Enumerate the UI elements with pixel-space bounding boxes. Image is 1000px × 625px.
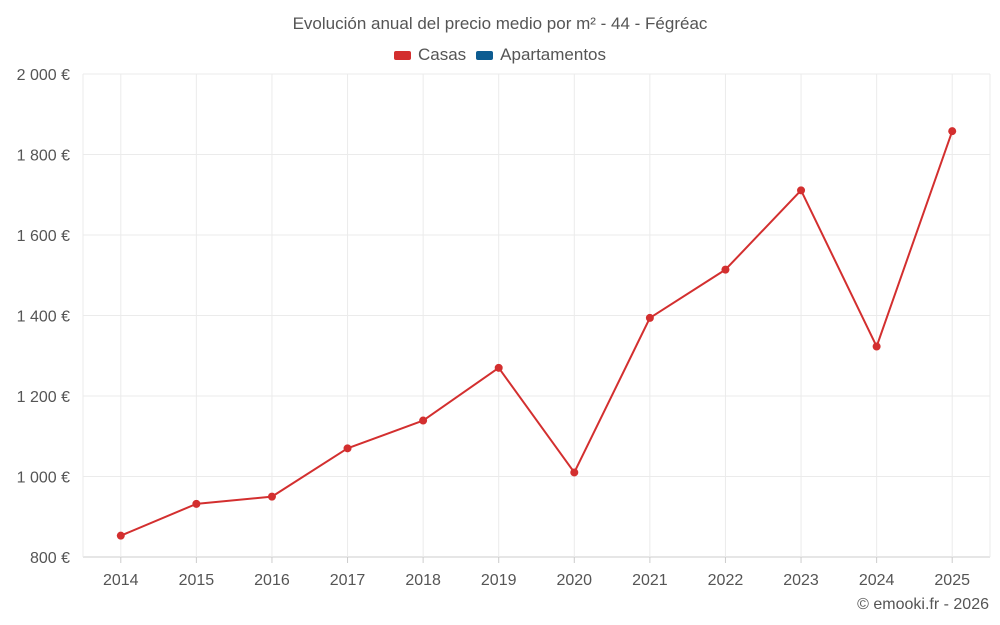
x-tick-label: 2024	[859, 572, 895, 589]
legend-label-apartamentos: Apartamentos	[500, 45, 607, 64]
x-tick-label: 2014	[103, 572, 139, 589]
y-tick-label: 1 800 €	[17, 148, 70, 165]
x-tick-label: 2016	[254, 572, 290, 589]
legend: Casas Apartamentos	[0, 45, 1000, 65]
y-tick-label: 1 000 €	[17, 470, 70, 487]
series-line-casas	[120, 130, 954, 537]
chart-title: Evolución anual del precio medio por m² …	[292, 14, 708, 33]
data-point	[721, 265, 730, 274]
data-point	[948, 127, 957, 136]
legend-swatch-casas	[393, 50, 411, 60]
legend-swatch-apartamentos	[476, 50, 494, 60]
x-tick-label: 2018	[405, 572, 441, 589]
data-point	[797, 186, 806, 195]
data-point	[494, 363, 503, 372]
data-point	[645, 313, 654, 322]
x-tick-label: 2023	[783, 572, 819, 589]
copyright-footer: © emooki.fr - 2026	[857, 596, 989, 613]
legend-label-casas: Casas	[417, 45, 467, 64]
data-point	[872, 342, 881, 351]
y-tick-label: 1 200 €	[17, 389, 70, 406]
x-tick-label: 2022	[708, 572, 744, 589]
x-tick-label: 2017	[330, 572, 366, 589]
y-tick-label: 1 400 €	[17, 309, 70, 326]
y-tick-label: 800 €	[30, 550, 70, 567]
data-point	[116, 531, 125, 540]
legend-item-casas[interactable]: Casas	[393, 45, 467, 65]
data-point	[419, 416, 428, 425]
x-tick-label: 2020	[556, 572, 592, 589]
legend-item-apartamentos[interactable]: Apartamentos	[476, 45, 606, 65]
x-tick-label: 2025	[934, 572, 970, 589]
data-point	[570, 468, 579, 477]
y-tick-label: 2 000 €	[17, 67, 70, 84]
x-tick-label: 2021	[632, 572, 668, 589]
y-tick-label: 1 600 €	[17, 228, 70, 245]
x-tick-label: 2019	[481, 572, 517, 589]
x-tick-label: 2015	[179, 572, 215, 589]
data-point	[343, 444, 352, 453]
data-point	[267, 492, 276, 501]
data-point	[192, 499, 201, 508]
